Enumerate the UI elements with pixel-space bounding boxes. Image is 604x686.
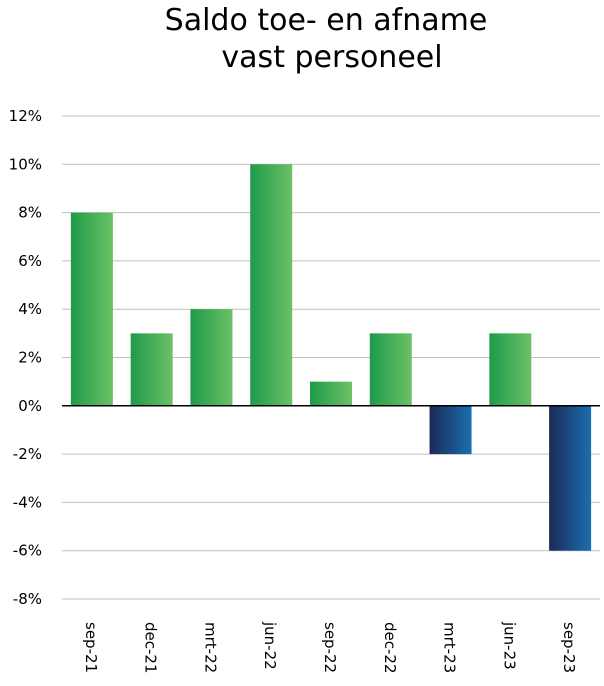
x-axis-category-labels: sep-21 dec-21 mrt-22 jun-22 sep-22 dec-22 mrt-… (82, 621, 578, 674)
chart-title: Saldo toe- en afname vast personeel (165, 3, 488, 75)
x-category-label: sep-22 (321, 622, 339, 673)
y-tick-label: 10% (9, 155, 42, 173)
bar-sep-23 (549, 405, 592, 551)
bar-mrt-22 (190, 309, 233, 406)
y-tick-label: 2% (18, 349, 42, 367)
x-category-label: sep-23 (560, 622, 578, 673)
x-category-label: mrt-23 (441, 622, 459, 673)
bar-dec-22 (369, 333, 412, 406)
bars (70, 164, 592, 551)
x-category-label: sep-21 (82, 622, 100, 673)
chart-title-line-1: Saldo toe- en afname (165, 3, 488, 38)
y-tick-label: -8% (13, 590, 42, 608)
bar-mrt-23 (429, 405, 472, 455)
y-tick-label: 12% (9, 107, 42, 125)
y-tick-label: 8% (18, 204, 42, 222)
bar-jun-22 (250, 164, 293, 406)
y-tick-label: -4% (13, 493, 42, 511)
y-tick-label: -6% (13, 542, 42, 560)
y-tick-label: 4% (18, 300, 42, 318)
bar-sep-21 (70, 212, 113, 406)
y-axis-tick-labels: 12% 10% 8% 6% 4% 2% 0% -2% -4% -6% -8% (9, 107, 42, 608)
bar-sep-22 (310, 381, 352, 406)
chart-title-line-2: vast personeel (221, 40, 442, 75)
x-category-label: jun-22 (261, 621, 279, 670)
y-tick-label: -2% (13, 445, 42, 463)
x-category-label: dec-21 (142, 622, 160, 674)
y-tick-label: 0% (18, 397, 42, 415)
bar-dec-21 (130, 333, 173, 406)
y-tick-label: 6% (18, 252, 42, 270)
x-category-label: jun-23 (500, 621, 518, 670)
x-category-label: mrt-22 (201, 622, 219, 673)
x-category-label: dec-22 (381, 622, 399, 674)
bar-jun-23 (489, 333, 532, 406)
